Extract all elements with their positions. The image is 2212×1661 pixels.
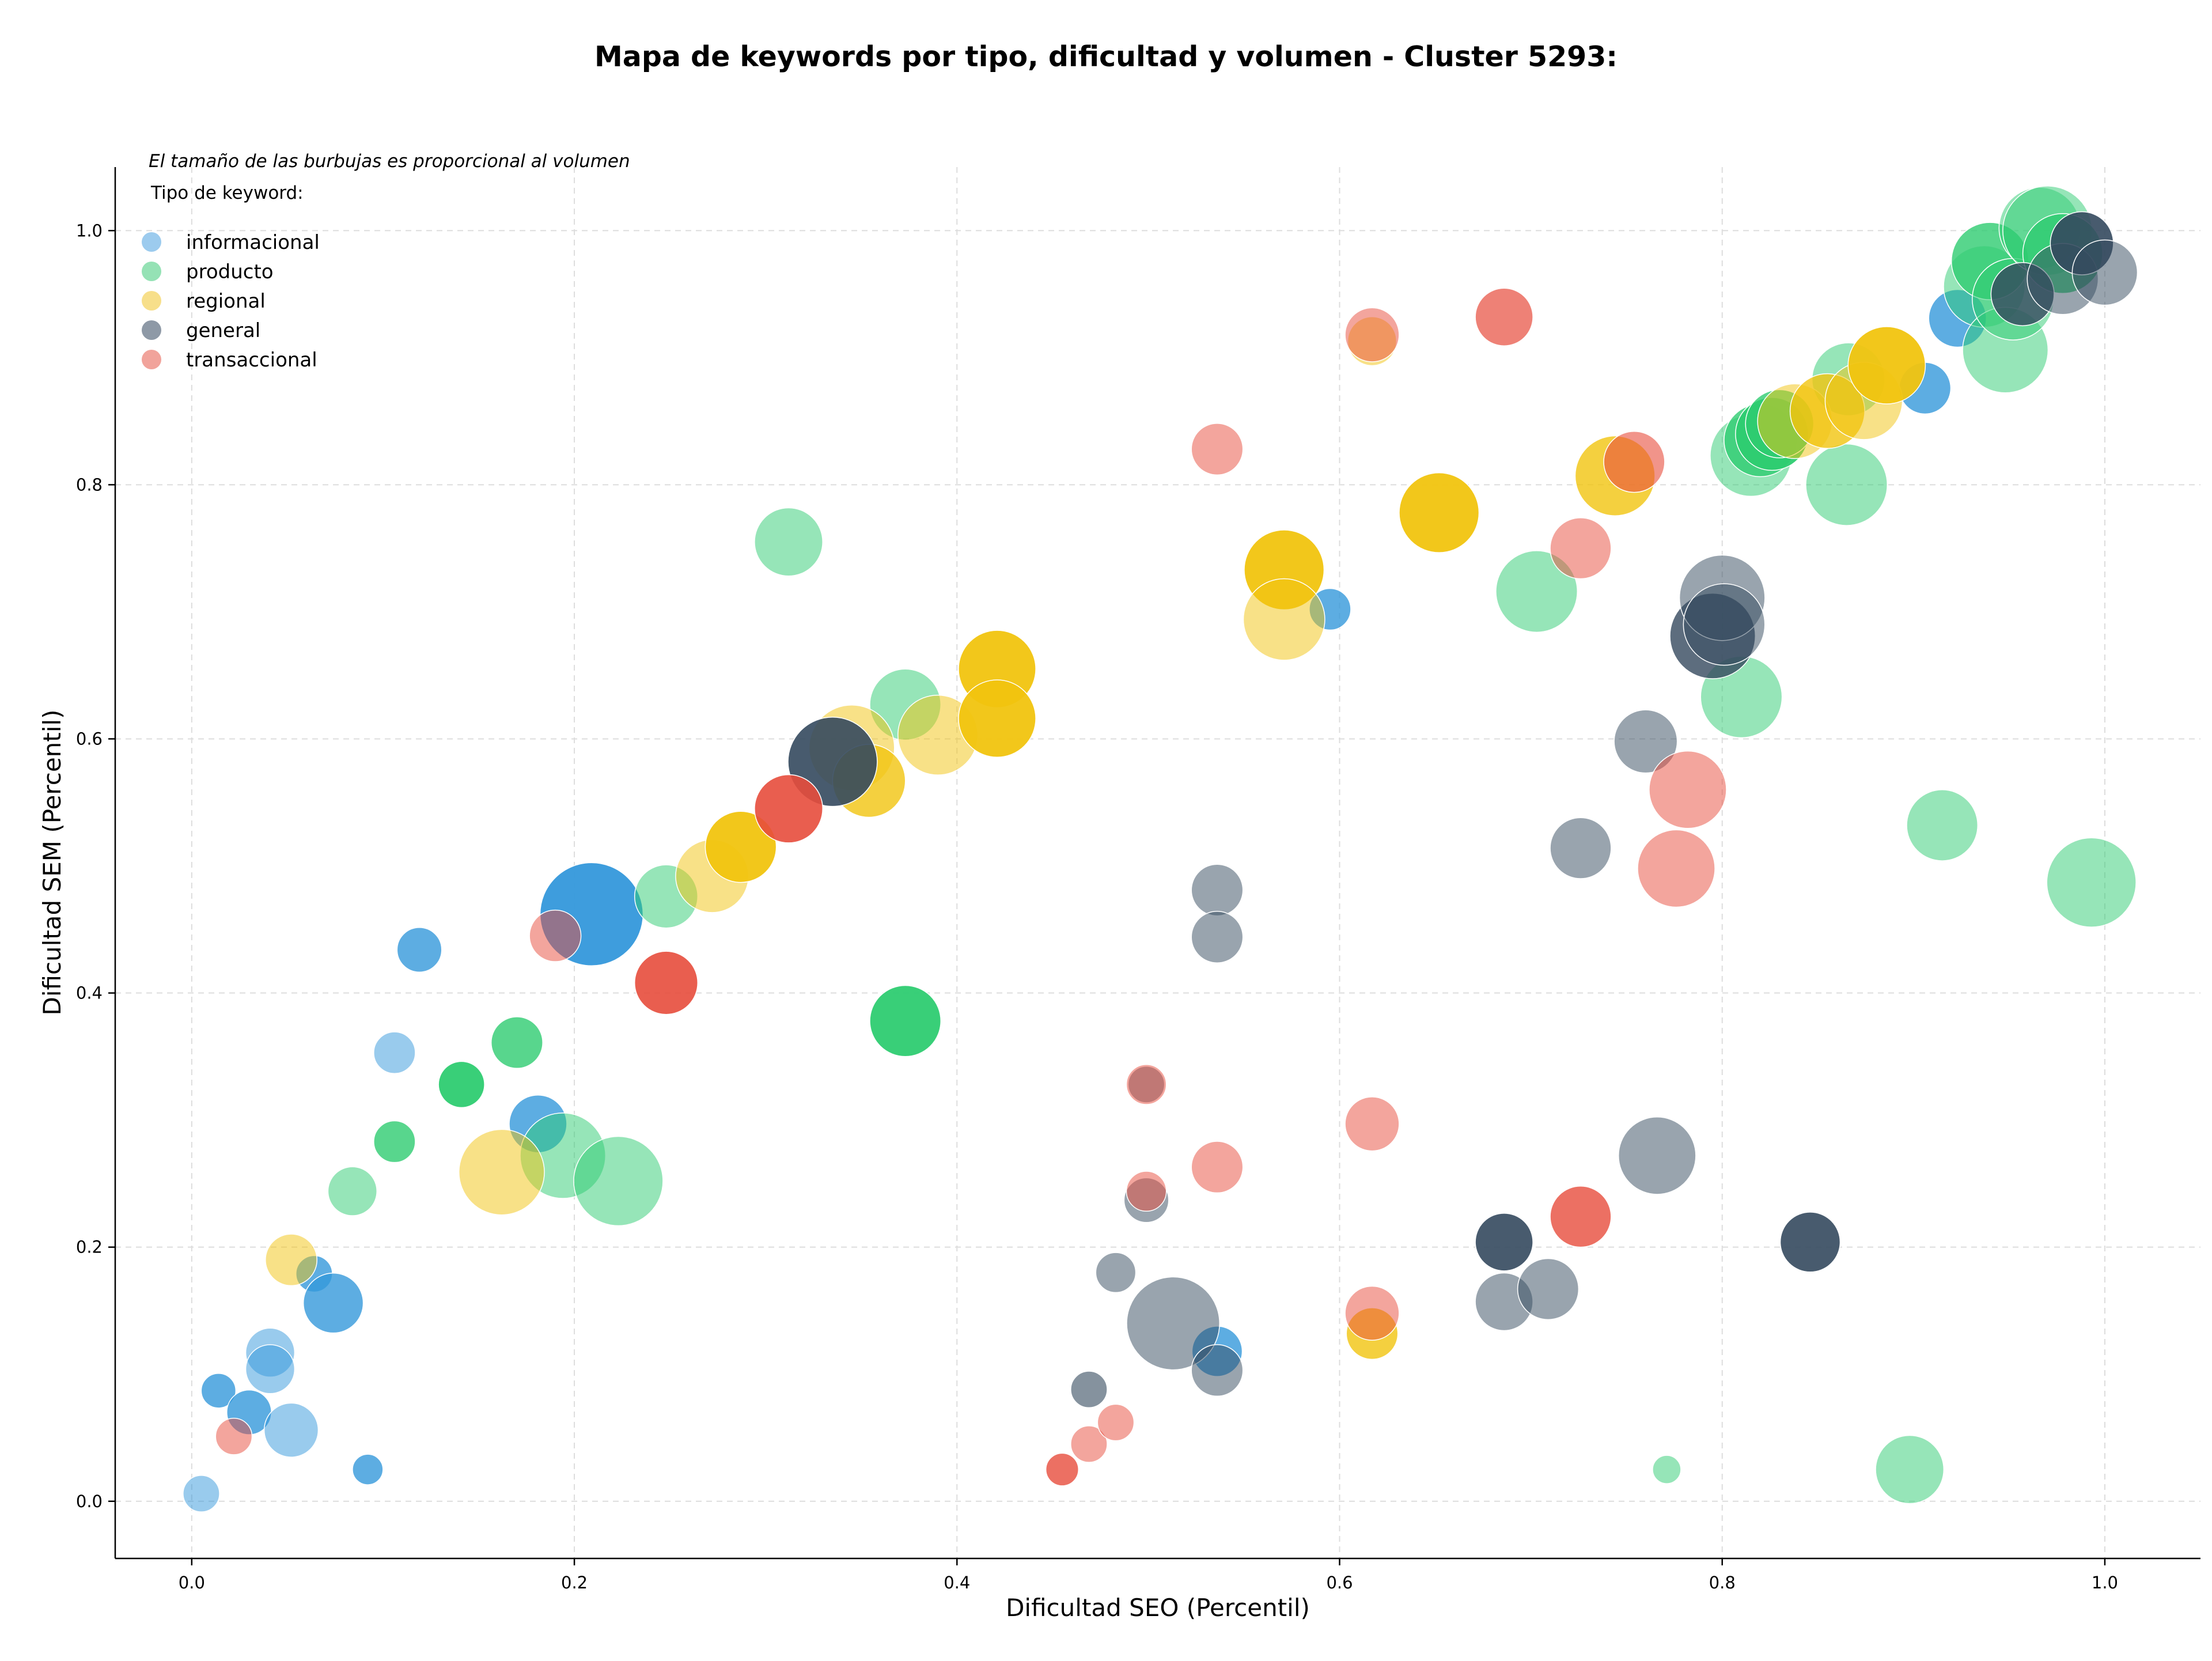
bubble-transaccional <box>1126 1171 1167 1212</box>
bubble-producto <box>327 1166 377 1216</box>
bubble-regional <box>958 679 1036 758</box>
bubble-informacional <box>352 1454 384 1485</box>
bubble-transaccional <box>215 1417 253 1455</box>
bubble-transaccional <box>529 909 582 962</box>
legend-marker-producto <box>142 262 161 281</box>
x-tick-label: 0.8 <box>1709 1573 1736 1592</box>
legend-label-transaccional: transaccional <box>186 349 317 372</box>
bubble-general <box>1683 583 1766 666</box>
bubble-producto <box>1875 1435 1945 1504</box>
x-tick-label: 0.6 <box>1326 1573 1353 1592</box>
legend-label-regional: regional <box>186 290 266 313</box>
bubble-informacional <box>263 1402 319 1458</box>
x-tick-label: 0.4 <box>944 1573 970 1592</box>
bubble-general <box>1095 1252 1137 1293</box>
bubble-general <box>1191 911 1244 963</box>
bubble-producto <box>438 1061 485 1108</box>
x-axis-label: Dificultad SEO (Percentil) <box>1006 1594 1310 1622</box>
size-note: El tamaño de las burbujas es proporciona… <box>149 151 630 172</box>
bubble-transaccional <box>1475 287 1533 346</box>
axes <box>114 167 2200 1560</box>
x-tick-label: 0.2 <box>561 1573 588 1592</box>
bubble-general <box>1613 709 1678 774</box>
bubble-transaccional <box>634 951 698 1015</box>
series-regional <box>265 316 1926 1360</box>
bubble-regional <box>704 811 777 883</box>
bubble-producto <box>1906 789 1979 861</box>
bubble-producto <box>573 1136 664 1227</box>
bubble-producto <box>1495 550 1578 633</box>
legend-marker-informacional <box>142 232 161 252</box>
bubble-transaccional <box>1191 1141 1244 1194</box>
legend-title: Tipo de keyword: <box>150 183 304 203</box>
bubble-general <box>1191 1344 1244 1397</box>
y-tick-label: 0.2 <box>76 1238 103 1257</box>
bubble-general <box>1070 1371 1108 1409</box>
bubble-layer <box>183 186 2138 1512</box>
bubble-general <box>1475 1213 1533 1272</box>
bubble-transaccional <box>1344 1285 1400 1341</box>
bubble-general <box>1618 1117 1696 1195</box>
grid-lines <box>115 167 2200 1558</box>
legend-label-general: general <box>186 319 260 342</box>
bubble-transaccional <box>1126 1064 1167 1105</box>
bubble-general <box>1550 817 1612 879</box>
y-tick-label: 0.8 <box>76 475 103 494</box>
bubble-general <box>1779 1212 1841 1273</box>
y-tick-label: 0.6 <box>76 729 103 748</box>
bubble-regional <box>1399 472 1480 553</box>
bubble-general <box>2071 239 2138 306</box>
bubble-transaccional <box>1550 517 1612 580</box>
bubble-producto <box>754 507 823 577</box>
y-tick-label: 0.4 <box>76 983 103 1003</box>
bubble-transaccional <box>1550 1186 1612 1248</box>
bubble-transaccional <box>754 774 823 843</box>
legend-marker-regional <box>142 291 161 311</box>
bubble-producto <box>373 1120 416 1163</box>
y-axis-label: Dificultad SEM (Percentil) <box>38 710 66 1016</box>
bubble-producto <box>490 1016 543 1069</box>
bubble-transaccional <box>1097 1403 1135 1441</box>
x-tick-label: 1.0 <box>2092 1573 2118 1592</box>
bubble-transaccional <box>1344 307 1400 362</box>
y-ticks: 0.0 0.2 0.4 0.6 0.8 1.0 <box>76 221 115 1511</box>
legend-label-informacional: informacional <box>186 231 320 254</box>
bubble-transaccional <box>1637 829 1715 908</box>
bubble-informacional <box>245 1344 296 1394</box>
legend: informacional producto regional general tran… <box>142 231 320 372</box>
series-transaccional <box>215 287 1727 1486</box>
bubble-informacional <box>373 1031 416 1074</box>
legend-label-producto: producto <box>186 260 274 283</box>
bubble-producto <box>869 985 942 1057</box>
bubble-regional <box>458 1129 545 1216</box>
bubble-producto <box>1652 1455 1681 1484</box>
y-tick-label: 1.0 <box>76 221 103 240</box>
bubble-transaccional <box>1070 1425 1108 1463</box>
bubble-general <box>1191 864 1244 917</box>
bubble-regional <box>1243 578 1325 661</box>
bubble-producto <box>1805 443 1888 526</box>
bubble-transaccional <box>1344 1096 1400 1152</box>
bubble-general <box>1517 1258 1580 1321</box>
bubble-informacional <box>183 1475 220 1512</box>
bubble-regional <box>265 1234 318 1287</box>
bubble-transaccional <box>1603 431 1665 493</box>
legend-marker-general <box>142 320 161 340</box>
bubble-transaccional <box>1045 1452 1079 1486</box>
bubble-producto <box>2046 837 2137 928</box>
bubble-informacional <box>302 1272 364 1334</box>
bubble-general <box>1126 1276 1220 1371</box>
y-tick-label: 0.0 <box>76 1492 103 1511</box>
bubble-informacional <box>396 927 442 973</box>
legend-marker-transaccional <box>142 350 161 369</box>
x-ticks: 0.0 0.2 0.4 0.6 0.8 1.0 <box>179 1558 2118 1592</box>
bubble-informacional <box>200 1373 237 1409</box>
bubble-transaccional <box>1649 750 1727 829</box>
bubble-transaccional <box>1191 423 1244 476</box>
bubble-regional <box>1847 326 1926 404</box>
x-tick-label: 0.0 <box>179 1573 205 1592</box>
chart-title: Mapa de keywords por tipo, dificultad y … <box>594 40 1618 73</box>
